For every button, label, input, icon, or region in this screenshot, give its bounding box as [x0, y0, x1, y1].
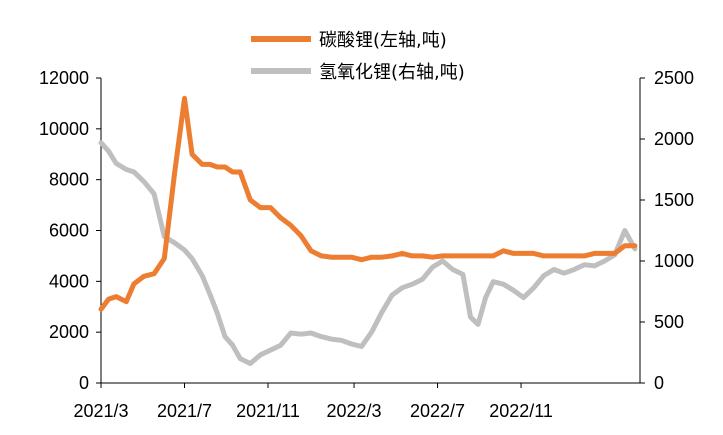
left-tick-label: 4000	[49, 271, 89, 291]
series-layer	[98, 95, 638, 366]
legend: 碳酸锂(左轴,吨) 氢氧化锂(右轴,吨)	[251, 30, 465, 83]
right-tick-label: 2000	[654, 129, 694, 149]
series-line-lithium-hydroxide	[98, 140, 638, 366]
series-line-lithium-carbonate	[98, 95, 638, 312]
left-tick-label: 2000	[49, 322, 89, 342]
x-tick-label: 2022/11	[489, 401, 553, 421]
left-axis-ticks: 0 2000 4000 6000 8000 10000 12000	[39, 68, 101, 393]
x-tick-label: 2022/3	[327, 401, 382, 421]
x-tick-label: 2022/7	[410, 401, 465, 421]
legend-label-lithium-hydroxide: 氢氧化锂(右轴,吨)	[319, 62, 465, 83]
left-tick-label: 10000	[39, 119, 89, 139]
right-tick-label: 2500	[654, 68, 694, 88]
left-tick-label: 12000	[39, 68, 89, 88]
left-tick-label: 0	[79, 373, 89, 393]
right-tick-label: 0	[654, 373, 664, 393]
right-tick-label: 500	[654, 312, 684, 332]
legend-label-lithium-carbonate: 碳酸锂(左轴,吨)	[319, 30, 447, 51]
x-tick-label: 2021/7	[157, 401, 212, 421]
left-tick-label: 8000	[49, 170, 89, 190]
right-axis-ticks: 0 500 1000 1500 2000 2500	[640, 68, 694, 393]
x-tick-label: 2021/11	[236, 401, 300, 421]
x-tick-label: 2021/3	[73, 401, 128, 421]
left-tick-label: 6000	[49, 221, 89, 241]
x-axis-ticks: 2021/3 2021/7 2021/11 2022/3 2022/7 2022/11	[73, 383, 553, 421]
right-tick-label: 1000	[654, 251, 694, 271]
right-tick-label: 1500	[654, 190, 694, 210]
